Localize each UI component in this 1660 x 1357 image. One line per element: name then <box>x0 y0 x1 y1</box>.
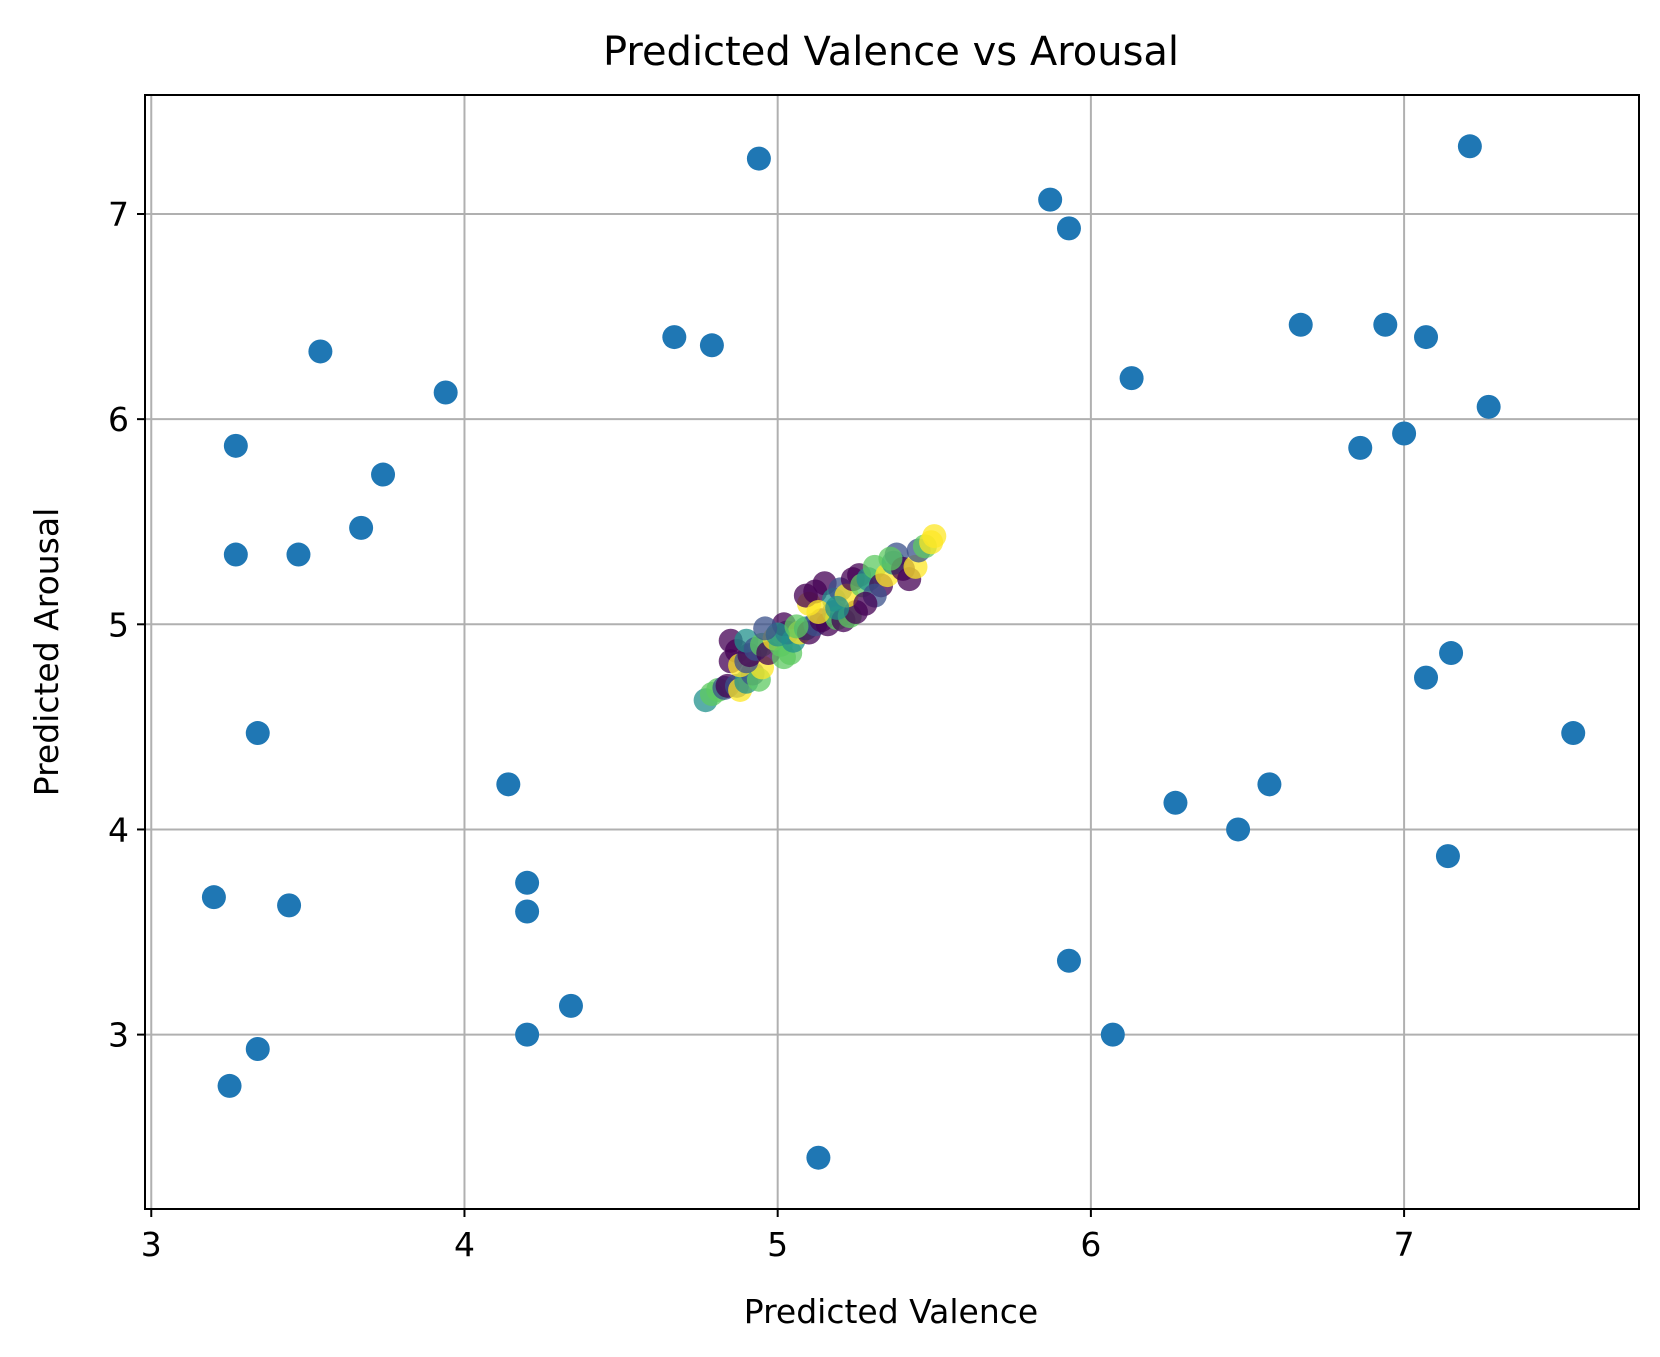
x-axis-label: Predicted Valence <box>744 1292 1038 1331</box>
y-tick-label: 4 <box>108 810 129 849</box>
cluster-point <box>853 591 878 616</box>
scatter-point <box>223 542 248 567</box>
x-tick-label: 5 <box>767 1225 788 1264</box>
scatter-point <box>1348 435 1373 460</box>
scatter-point <box>496 772 521 797</box>
scatter-point <box>515 899 540 924</box>
scatter-point <box>1100 1022 1125 1047</box>
x-tick-label: 6 <box>1080 1225 1101 1264</box>
scatter-point <box>1226 817 1251 842</box>
y-tick-label: 3 <box>108 1016 129 1055</box>
scatter-point <box>277 893 302 918</box>
cluster-point <box>825 595 850 620</box>
scatter-point <box>1435 844 1460 869</box>
scatter-point <box>1257 772 1282 797</box>
plot-area-frame <box>144 94 1640 1210</box>
y-tick-label: 5 <box>108 605 129 644</box>
scatter-point <box>433 380 458 405</box>
grid <box>145 95 1639 1209</box>
scatter-point <box>558 993 583 1018</box>
scatter-point <box>1119 366 1144 391</box>
x-tick-label: 4 <box>454 1225 475 1264</box>
scatter-point <box>308 339 333 364</box>
axis-ticks: 3 4 5 6 7 3 4 5 6 7 <box>108 195 1415 1264</box>
scatter-point <box>286 542 311 567</box>
scatter-point <box>245 1036 270 1061</box>
y-tick-label: 7 <box>108 195 129 234</box>
cluster-point <box>806 599 831 624</box>
scatter-point <box>1414 665 1439 690</box>
scatter-point <box>515 1022 540 1047</box>
scatter-point <box>217 1073 242 1098</box>
scatter-point <box>1288 312 1313 337</box>
scatter-point <box>662 325 687 350</box>
scatter-point <box>806 1145 831 1170</box>
scatter-point <box>349 515 374 540</box>
data-points <box>201 134 1586 1170</box>
y-tick-label: 6 <box>108 400 129 439</box>
scatter-point <box>515 870 540 895</box>
scatter-point <box>1476 394 1501 419</box>
cluster-point <box>878 546 903 571</box>
x-tick-label: 7 <box>1394 1225 1415 1264</box>
scatter-point <box>223 433 248 458</box>
scatter-point <box>201 885 226 910</box>
scatter-point <box>1439 641 1464 666</box>
scatter-point <box>1163 790 1188 815</box>
scatter-point <box>699 333 724 358</box>
scatter-point <box>1056 216 1081 241</box>
scatter-point <box>371 462 396 487</box>
scatter-point <box>245 721 270 746</box>
chart-title: Predicted Valence vs Arousal <box>603 29 1179 75</box>
cluster-point <box>753 616 778 641</box>
scatter-point <box>1038 187 1063 212</box>
scatter-point <box>746 146 771 171</box>
scatter-point <box>1414 325 1439 350</box>
scatter-point <box>1392 421 1417 446</box>
scatter-point <box>1561 721 1586 746</box>
scatter-point <box>1457 134 1482 159</box>
cluster-point <box>922 524 947 549</box>
scatter-point <box>1373 312 1398 337</box>
cluster-point <box>784 614 809 639</box>
x-tick-label: 3 <box>141 1225 162 1264</box>
scatter-point <box>1056 948 1081 973</box>
y-axis-label: Predicted Arousal <box>27 508 66 797</box>
